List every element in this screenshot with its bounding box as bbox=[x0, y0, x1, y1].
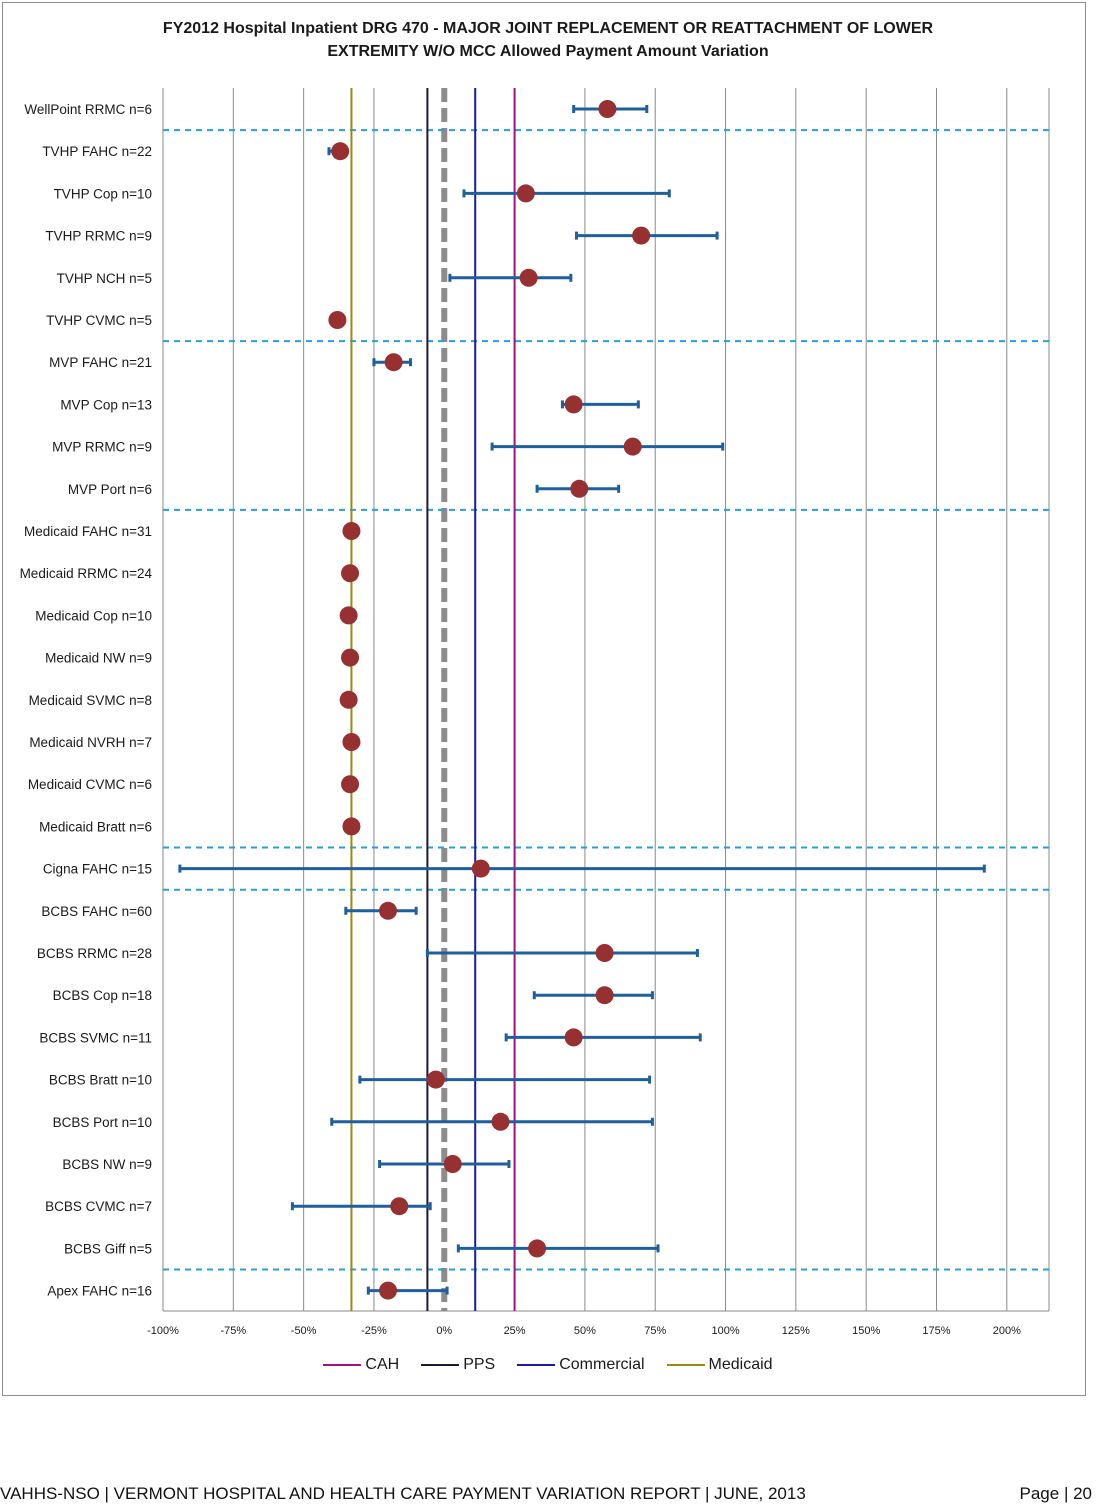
category-label: TVHP FAHC n=22 bbox=[42, 144, 152, 159]
data-point bbox=[379, 1281, 398, 1300]
category-label: TVHP CVMC n=5 bbox=[46, 313, 152, 328]
data-point bbox=[443, 1155, 462, 1173]
x-tick-label: -75% bbox=[220, 1325, 246, 1337]
data-point bbox=[595, 944, 614, 962]
category-label: BCBS RRMC n=28 bbox=[37, 946, 152, 961]
category-label: WellPoint RRMC n=6 bbox=[24, 102, 152, 117]
category-label: BCBS Bratt n=10 bbox=[49, 1073, 152, 1088]
data-point bbox=[595, 986, 614, 1005]
x-tick-label: 150% bbox=[852, 1325, 880, 1337]
data-point bbox=[519, 268, 538, 287]
data-point bbox=[339, 690, 358, 709]
legend-label-commercial: Commercial bbox=[559, 1356, 645, 1373]
chart-frame bbox=[2, 2, 1086, 1396]
legend-item-cah: CAH bbox=[323, 1356, 399, 1374]
data-point bbox=[564, 1028, 583, 1047]
legend-label-pps: PPS bbox=[463, 1356, 496, 1373]
data-point bbox=[328, 311, 347, 329]
x-tick-label: -100% bbox=[147, 1325, 179, 1337]
category-label: Medicaid NW n=9 bbox=[45, 651, 152, 666]
x-tick-label: 125% bbox=[782, 1325, 810, 1337]
data-point bbox=[491, 1112, 510, 1131]
category-label: Apex FAHC n=16 bbox=[47, 1284, 152, 1299]
chart-plot: -100% -75% -50% -25% 0% 25% 50% 75% 100% 125% 150%… bbox=[20, 88, 1050, 1337]
category-label: MVP Port n=6 bbox=[68, 482, 152, 497]
legend-item-commercial: Commercial bbox=[517, 1356, 645, 1374]
category-label: BCBS FAHC n=60 bbox=[41, 904, 152, 919]
legend-item-medicaid: Medicaid bbox=[666, 1356, 773, 1374]
category-label: TVHP Cop n=10 bbox=[54, 186, 152, 201]
category-label: Medicaid Cop n=10 bbox=[35, 608, 152, 623]
data-point bbox=[339, 606, 358, 625]
data-point bbox=[390, 1197, 409, 1216]
legend-swatch-commercial bbox=[517, 1364, 556, 1366]
category-label: TVHP NCH n=5 bbox=[57, 271, 152, 286]
category-label: Medicaid FAHC n=31 bbox=[24, 524, 152, 539]
data-point bbox=[341, 564, 360, 583]
data-point bbox=[632, 226, 651, 245]
x-tick-label: 100% bbox=[711, 1325, 739, 1337]
footer-page-number: Page | 20 bbox=[1019, 1484, 1092, 1503]
data-point bbox=[342, 733, 361, 751]
x-tick-label: 200% bbox=[993, 1325, 1021, 1337]
data-point bbox=[528, 1239, 547, 1258]
data-point bbox=[426, 1070, 445, 1089]
category-label: MVP FAHC n=21 bbox=[49, 355, 152, 370]
x-tick-label: 175% bbox=[922, 1325, 950, 1337]
category-label: Medicaid RRMC n=24 bbox=[20, 566, 153, 581]
data-point bbox=[342, 522, 361, 540]
chart-title: FY2012 Hospital Inpatient DRG 470 - MAJO… bbox=[162, 20, 934, 37]
data-point bbox=[564, 395, 583, 414]
category-label: MVP RRMC n=9 bbox=[52, 440, 152, 455]
legend-swatch-pps bbox=[421, 1364, 460, 1366]
data-point bbox=[341, 775, 360, 794]
category-label: BCBS Giff n=5 bbox=[64, 1241, 152, 1256]
legend-label-medicaid: Medicaid bbox=[708, 1356, 773, 1373]
data-point bbox=[384, 353, 403, 372]
x-tick-label: 50% bbox=[574, 1325, 596, 1337]
category-label: BCBS NW n=9 bbox=[62, 1157, 152, 1172]
category-label: Medicaid SVMC n=8 bbox=[29, 693, 152, 708]
data-point bbox=[331, 142, 350, 161]
category-label: Medicaid Bratt n=6 bbox=[39, 819, 152, 834]
x-tick-label: -50% bbox=[291, 1325, 317, 1337]
category-label: Medicaid NVRH n=7 bbox=[29, 735, 152, 750]
category-label: BCBS SVMC n=11 bbox=[39, 1030, 152, 1045]
category-label: BCBS Cop n=18 bbox=[53, 988, 152, 1003]
x-tick-label: 0% bbox=[436, 1325, 452, 1337]
legend-swatch-medicaid bbox=[666, 1364, 705, 1366]
x-tick-label: 25% bbox=[504, 1325, 526, 1337]
category-label: TVHP RRMC n=9 bbox=[45, 229, 152, 244]
category-label: Cigna FAHC n=15 bbox=[43, 862, 152, 877]
data-point bbox=[379, 901, 398, 920]
category-label: BCBS CVMC n=7 bbox=[45, 1199, 152, 1214]
x-tick-label: -25% bbox=[361, 1325, 387, 1337]
legend-item-pps: PPS bbox=[421, 1356, 495, 1374]
legend-label-cah: CAH bbox=[365, 1356, 400, 1373]
data-point bbox=[471, 859, 490, 878]
data-point bbox=[341, 648, 360, 667]
category-label: Medicaid CVMC n=6 bbox=[28, 777, 152, 792]
data-point bbox=[598, 100, 617, 118]
data-point bbox=[516, 184, 535, 203]
data-point bbox=[570, 479, 589, 498]
chart-subtitle: EXTREMITY W/O MCC Allowed Payment Amount… bbox=[327, 43, 769, 60]
category-label: MVP Cop n=13 bbox=[60, 397, 152, 412]
footer-report-title: VAHHS-NSO | VERMONT HOSPITAL AND HEALTH … bbox=[0, 1484, 806, 1503]
data-point bbox=[623, 437, 642, 456]
data-point bbox=[342, 817, 361, 836]
x-tick-label: 75% bbox=[644, 1325, 666, 1337]
chart-legend: CAH PPS Commercial Medicaid bbox=[0, 1356, 1096, 1374]
category-label: BCBS Port n=10 bbox=[53, 1115, 152, 1130]
legend-swatch-cah bbox=[323, 1364, 362, 1366]
